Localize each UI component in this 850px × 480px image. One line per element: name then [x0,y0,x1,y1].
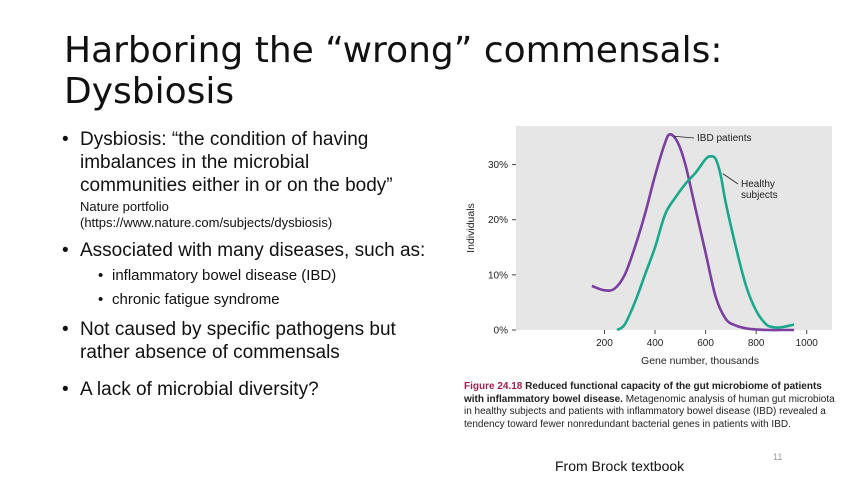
y-tick-label: 0% [494,326,509,337]
bullet-text: Associated with many diseases, such as: [80,240,426,261]
legend-label-healthy: Healthy [741,179,775,190]
bullet-line: imbalances in the microbial [80,152,310,173]
x-tick-label: 200 [596,338,613,349]
x-tick-label: 1000 [796,338,819,349]
sub-bullet-ibd: inflammatory bowel disease (IBD) [98,266,462,286]
bullet-line: rather absence of commensals [80,342,340,363]
sub-bullet-list: inflammatory bowel disease (IBD) chronic… [98,266,462,310]
caption-title: Reduced functional capacity of the gut m… [464,381,822,405]
plot-background [516,126,832,330]
legend-label-healthy: subjects [741,190,778,201]
x-tick-label: 400 [647,338,664,349]
gene-number-chart: 0% 10% 20% 30% 200 400 600 800 1000 IBD patients H… [462,118,842,378]
bullet-line: communities either in or on the body” [80,175,393,196]
sub-bullet-text: chronic fatigue syndrome [112,291,280,308]
title-line-2: Dysbiosis [64,71,235,112]
figure-label: Figure 24.18 [464,381,523,392]
y-tick-label: 10% [488,270,508,281]
bullet-dysbiosis-definition: Dysbiosis: “the condition of having imba… [62,128,462,231]
bullet-associated-diseases: Associated with many diseases, such as: … [62,239,462,310]
source-footer: From Brock textbook [555,458,685,474]
y-tick-label: 30% [488,160,508,171]
title-line-1: Harboring the “wrong” commensals: [64,30,723,71]
bullet-line: Not caused by specific pathogens but [80,319,396,340]
sub-bullet-cfs: chronic fatigue syndrome [98,290,462,310]
bullet-list: Dysbiosis: “the condition of having imba… [62,128,462,401]
bullet-diversity-question: A lack of microbial diversity? [62,378,462,401]
source-citation: Nature portfolio (https://www.nature.com… [80,199,462,231]
sub-bullet-text: inflammatory bowel disease (IBD) [112,267,337,284]
legend-label-ibd: IBD patients [697,133,751,144]
y-axis-label: Individuals [465,203,477,253]
y-tick-label: 20% [488,215,508,226]
bullet-not-pathogens: Not caused by specific pathogens but rat… [62,318,462,364]
figure-caption: Figure 24.18 Reduced functional capacity… [464,381,840,431]
chart-svg: 0% 10% 20% 30% 200 400 600 800 1000 IBD patients H… [465,126,832,367]
legend-leader-healthy [722,173,739,185]
series-line-ibd [591,132,795,332]
caption-body: Metagenomic analysis of human gut microb… [464,393,835,430]
source-line: (https://www.nature.com/subjects/dysbios… [80,215,333,230]
bullet-line: Dysbiosis: “the condition of having [80,129,369,150]
x-tick-label: 800 [748,338,765,349]
x-axis-label: Gene number, thousands [641,355,759,367]
source-line: Nature portfolio [80,199,169,214]
series-line-healthy [616,155,795,332]
bullet-text: A lack of microbial diversity? [80,379,319,400]
slide-title: Harboring the “wrong” commensals: Dysbio… [64,30,784,112]
legend-leader-ibd [674,135,695,139]
x-tick-label: 600 [697,338,714,349]
page-number: 11 [773,452,783,462]
